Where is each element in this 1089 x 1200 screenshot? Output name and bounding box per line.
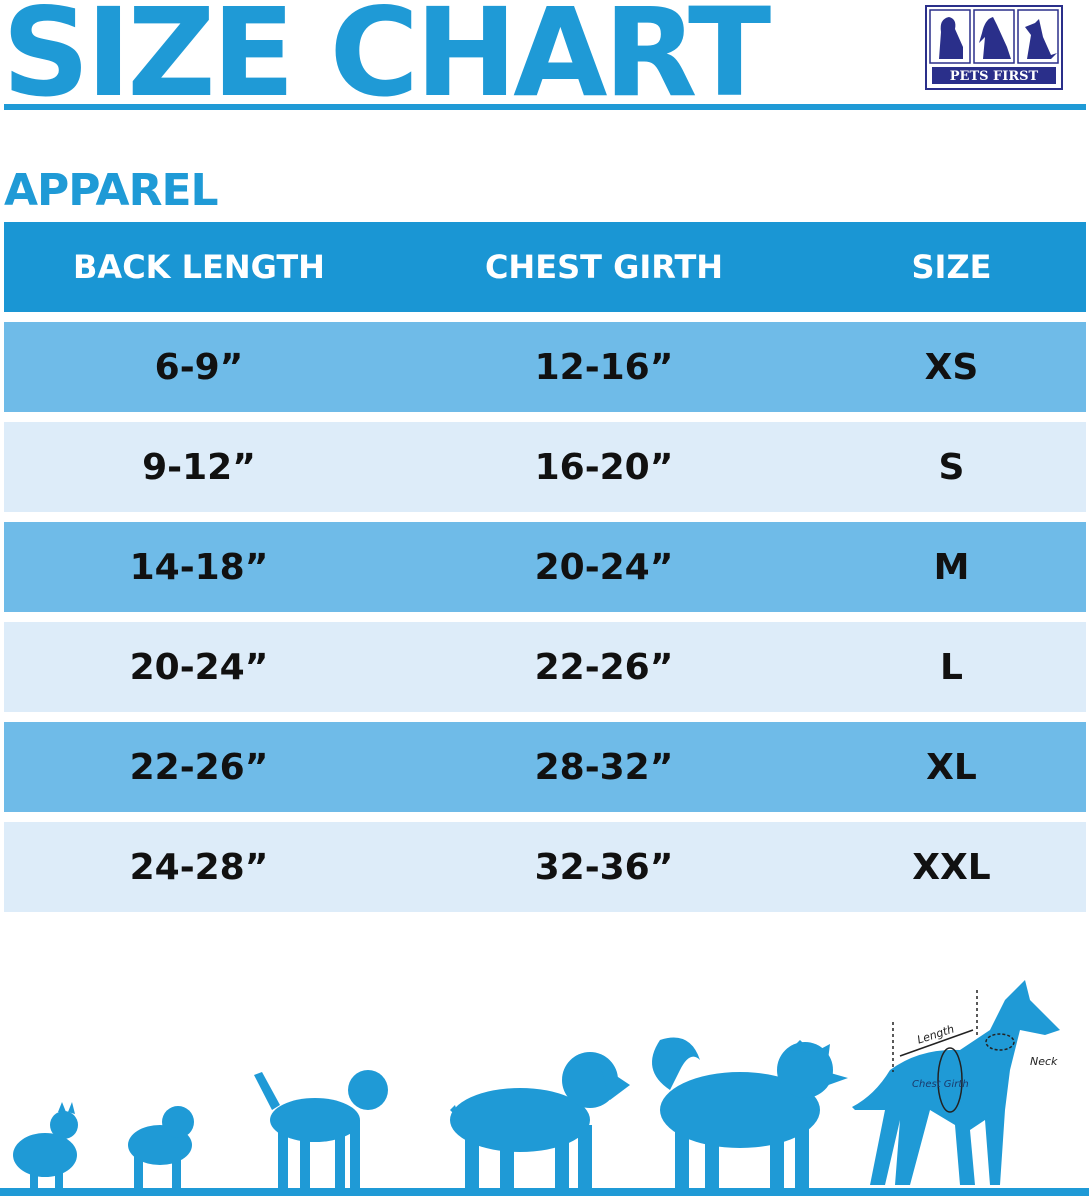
header-size: SIZE xyxy=(911,248,992,286)
cell-back-length: 20-24” xyxy=(129,646,269,688)
chest-girth-label: Chest Girth xyxy=(912,1079,969,1090)
table-row: 6-9” 12-16” XS xyxy=(4,322,1086,412)
cell-size: XS xyxy=(924,346,979,388)
logo-text: PETS FIRST xyxy=(950,69,1039,84)
pomeranian-icon xyxy=(13,1102,78,1189)
beagle-icon xyxy=(254,1070,388,1188)
cell-chest-girth: 12-16” xyxy=(534,346,674,388)
pets-first-logo: PETS FIRST xyxy=(925,5,1063,90)
length-arrow xyxy=(899,1029,974,1057)
cell-chest-girth: 28-32” xyxy=(534,746,674,788)
cell-chest-girth: 20-24” xyxy=(534,546,674,588)
ground-line xyxy=(0,1188,1089,1196)
cell-size: XXL xyxy=(912,846,991,888)
cell-size: L xyxy=(940,646,963,688)
pug-icon xyxy=(128,1106,194,1188)
dog-silhouettes: Length Chest Girth Neck xyxy=(0,980,1089,1196)
cell-back-length: 14-18” xyxy=(129,546,269,588)
measurement-guide xyxy=(892,990,1015,1113)
header-chest-girth: CHEST GIRTH xyxy=(484,248,724,286)
table-row: 14-18” 20-24” M xyxy=(4,522,1086,612)
table-row: 22-26” 28-32” XL xyxy=(4,722,1086,812)
cell-size: M xyxy=(933,546,970,588)
husky-icon xyxy=(652,1037,848,1188)
section-heading: APPAREL xyxy=(4,165,219,216)
spaniel-icon xyxy=(450,1052,630,1188)
great-dane-icon xyxy=(852,980,1060,1185)
table-row: 20-24” 22-26” L xyxy=(4,622,1086,712)
cell-back-length: 9-12” xyxy=(142,446,256,488)
cell-back-length: 6-9” xyxy=(154,346,244,388)
title-divider xyxy=(4,104,1086,110)
neck-label: Neck xyxy=(1030,1055,1058,1068)
cell-back-length: 24-28” xyxy=(129,846,269,888)
header-back-length: BACK LENGTH xyxy=(73,248,325,286)
cell-size: XL xyxy=(926,746,977,788)
cell-chest-girth: 32-36” xyxy=(534,846,674,888)
table-row: 9-12” 16-20” S xyxy=(4,422,1086,512)
table-header: BACK LENGTH CHEST GIRTH SIZE xyxy=(4,222,1086,312)
cell-chest-girth: 16-20” xyxy=(534,446,674,488)
chest-girth-loop xyxy=(937,1047,963,1113)
neck-loop xyxy=(985,1033,1015,1051)
cell-back-length: 22-26” xyxy=(129,746,269,788)
page-title: SIZE CHART xyxy=(2,0,771,124)
table-row: 24-28” 32-36” XXL xyxy=(4,822,1086,912)
cell-chest-girth: 22-26” xyxy=(534,646,674,688)
cell-size: S xyxy=(938,446,965,488)
